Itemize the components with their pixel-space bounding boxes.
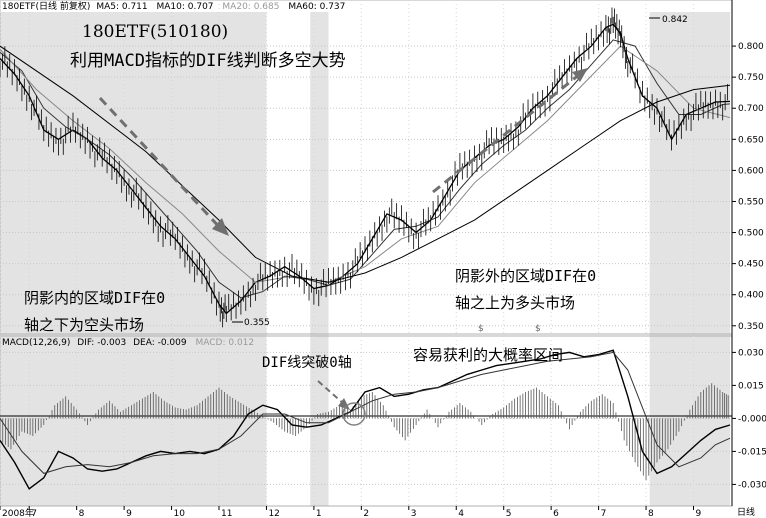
macd-histogram xyxy=(0,383,729,480)
macd-tick-label: -0.000 xyxy=(738,414,766,424)
macd-tick-label: 0.015 xyxy=(738,381,764,391)
x-tick-label: 1 xyxy=(316,509,322,518)
price-tick-label: 0.400 xyxy=(738,291,764,301)
price-tick-label: 0.450 xyxy=(738,260,764,270)
price-tick-label: 0.800 xyxy=(738,42,764,52)
x-tick-label: 3 xyxy=(411,509,417,518)
price-tick-label: 0.550 xyxy=(738,197,764,207)
x-tick-label: 7 xyxy=(601,509,607,518)
x-tick-label: 7 xyxy=(31,509,37,518)
chart-title-line2: 利用MACD指标的DIF线判断多空大势 xyxy=(70,51,346,71)
low-label: 0.355 xyxy=(244,318,270,328)
series-ma20 xyxy=(0,45,731,283)
price-tick-label: 0.750 xyxy=(738,73,764,83)
breakout-circle xyxy=(342,402,366,426)
bear-annotation-line2: 轴之下为空头市场 xyxy=(24,316,144,334)
macd-y-axis: 0.030 0.015 -0.000 -0.015 -0.030 xyxy=(732,348,766,490)
x-tick-label: 5 xyxy=(506,509,512,518)
x-tick-label: 6 xyxy=(553,509,559,518)
macd-tick-label: -0.015 xyxy=(738,447,766,457)
ma20-label: MA20: 0.685 xyxy=(222,2,279,12)
price-tick-label: 0.500 xyxy=(738,229,764,239)
uptrend-arrow xyxy=(432,72,581,194)
breakout-annotation: DIF线突破0轴 xyxy=(262,355,352,371)
macd-header: MACD(12,26,9) DIF: -0.003 DEA: -0.009 MA… xyxy=(2,338,254,348)
bear-annotation-line1: 阴影内的区域DIF在0 xyxy=(24,289,165,307)
series-dea xyxy=(0,351,731,474)
macd-label: MACD: 0.012 xyxy=(195,338,254,348)
macd-lines xyxy=(0,349,731,490)
price-y-axis: 0.800 0.750 0.700 0.650 0.600 0.550 0.500 0.450… xyxy=(732,42,764,332)
ma10-label: MA10: 0.707 xyxy=(157,2,214,12)
x-tick-label: 8 xyxy=(79,509,85,518)
price-header-prefix: 180ETF(日线 前复权) xyxy=(2,0,90,12)
x-tick-label: 2 xyxy=(363,509,369,518)
macd-grid xyxy=(0,351,732,485)
bull-annotation-line2: 轴之上为多头市场 xyxy=(455,294,575,312)
dea-label: DEA: -0.009 xyxy=(133,338,187,348)
price-grid xyxy=(0,45,732,327)
series-dif xyxy=(0,349,731,490)
dif-label: DIF: -0.003 xyxy=(77,338,126,348)
uptrend-arrow-head xyxy=(572,68,588,82)
x-tick-label: 9 xyxy=(126,509,132,518)
event-marker-1: $ xyxy=(478,324,484,334)
macd-tick-label: -0.030 xyxy=(738,480,766,490)
chart-title-line1: 180ETF(510180) xyxy=(82,22,228,42)
downtrend-arrow-head xyxy=(212,218,229,236)
x-tick-label: 8 xyxy=(648,509,654,518)
price-tick-label: 0.600 xyxy=(738,166,764,176)
x-tick-label: 12 xyxy=(268,509,279,518)
period-label: 日线 xyxy=(737,506,755,518)
breakout-arrow-head xyxy=(338,398,350,410)
x-tick-label: 2008年 xyxy=(2,507,34,518)
macd-tick-label: 0.030 xyxy=(738,348,764,358)
macd-header-name: MACD(12,26,9) xyxy=(2,338,70,348)
x-tick-label: 4 xyxy=(458,509,464,518)
price-header: 180ETF(日线 前复权) MA5: 0.711 MA10: 0.707 MA… xyxy=(2,0,345,12)
x-tick-label: 10 xyxy=(174,509,186,518)
series-ma60 xyxy=(0,45,731,283)
event-marker-2: $ xyxy=(535,324,541,334)
x-tick-label: 11 xyxy=(221,509,232,518)
ma60-label: MA60: 0.737 xyxy=(288,2,345,12)
shaded-regions xyxy=(0,12,730,506)
ma5-label: MA5: 0.711 xyxy=(96,2,147,12)
shade-region-2 xyxy=(649,12,730,506)
price-ma-lines xyxy=(0,7,731,328)
profit-annotation: 容易获利的大概率区间 xyxy=(413,346,563,364)
shade-region-0 xyxy=(0,12,267,506)
x-tick-label: 9 xyxy=(696,509,702,518)
breakout-arrow xyxy=(317,380,346,406)
price-tick-label: 0.650 xyxy=(738,135,764,145)
price-tick-label: 0.700 xyxy=(738,104,764,114)
high-label: 0.842 xyxy=(662,15,688,25)
price-tick-label: 0.350 xyxy=(738,322,764,332)
bull-annotation-line1: 阴影外的区域DIF在0 xyxy=(455,267,596,285)
shade-region-1 xyxy=(310,12,329,506)
